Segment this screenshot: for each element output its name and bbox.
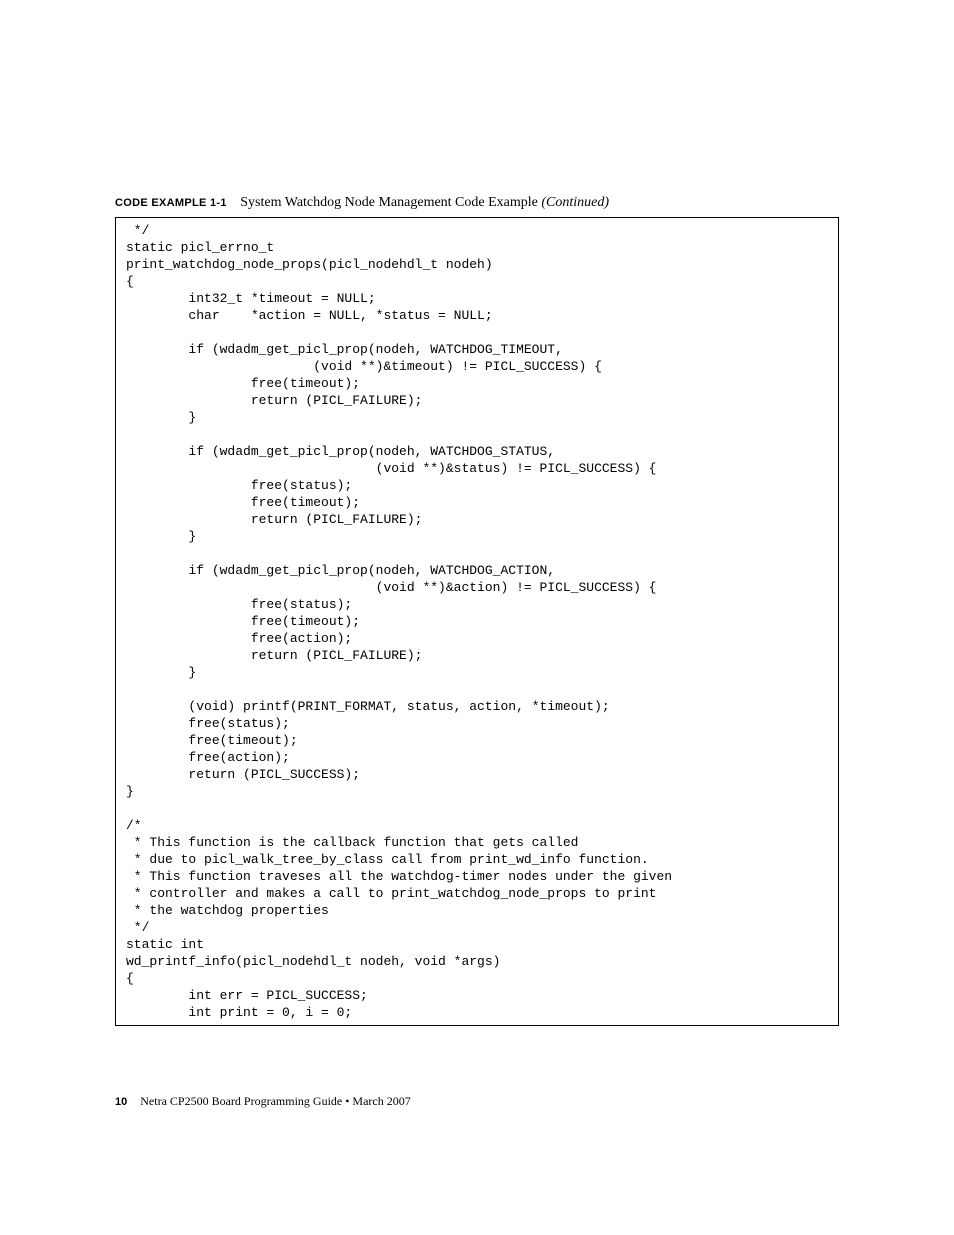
caption-title-text: System Watchdog Node Management Code Exa…	[240, 195, 538, 210]
caption-label: CODE EXAMPLE 1-1	[115, 197, 227, 209]
footer-text: Netra CP2500 Board Programming Guide • M…	[140, 1094, 411, 1108]
caption-continued: (Continued)	[541, 195, 609, 210]
page-number: 10	[115, 1096, 127, 1108]
code-listing: */ static picl_errno_t print_watchdog_no…	[126, 222, 828, 1021]
code-listing-box: */ static picl_errno_t print_watchdog_no…	[115, 217, 839, 1026]
page: CODE EXAMPLE 1-1 System Watchdog Node Ma…	[0, 0, 954, 1235]
code-example-caption: CODE EXAMPLE 1-1 System Watchdog Node Ma…	[115, 195, 839, 211]
caption-title: System Watchdog Node Management Code Exa…	[240, 195, 609, 210]
page-footer: 10 Netra CP2500 Board Programming Guide …	[115, 1094, 411, 1109]
